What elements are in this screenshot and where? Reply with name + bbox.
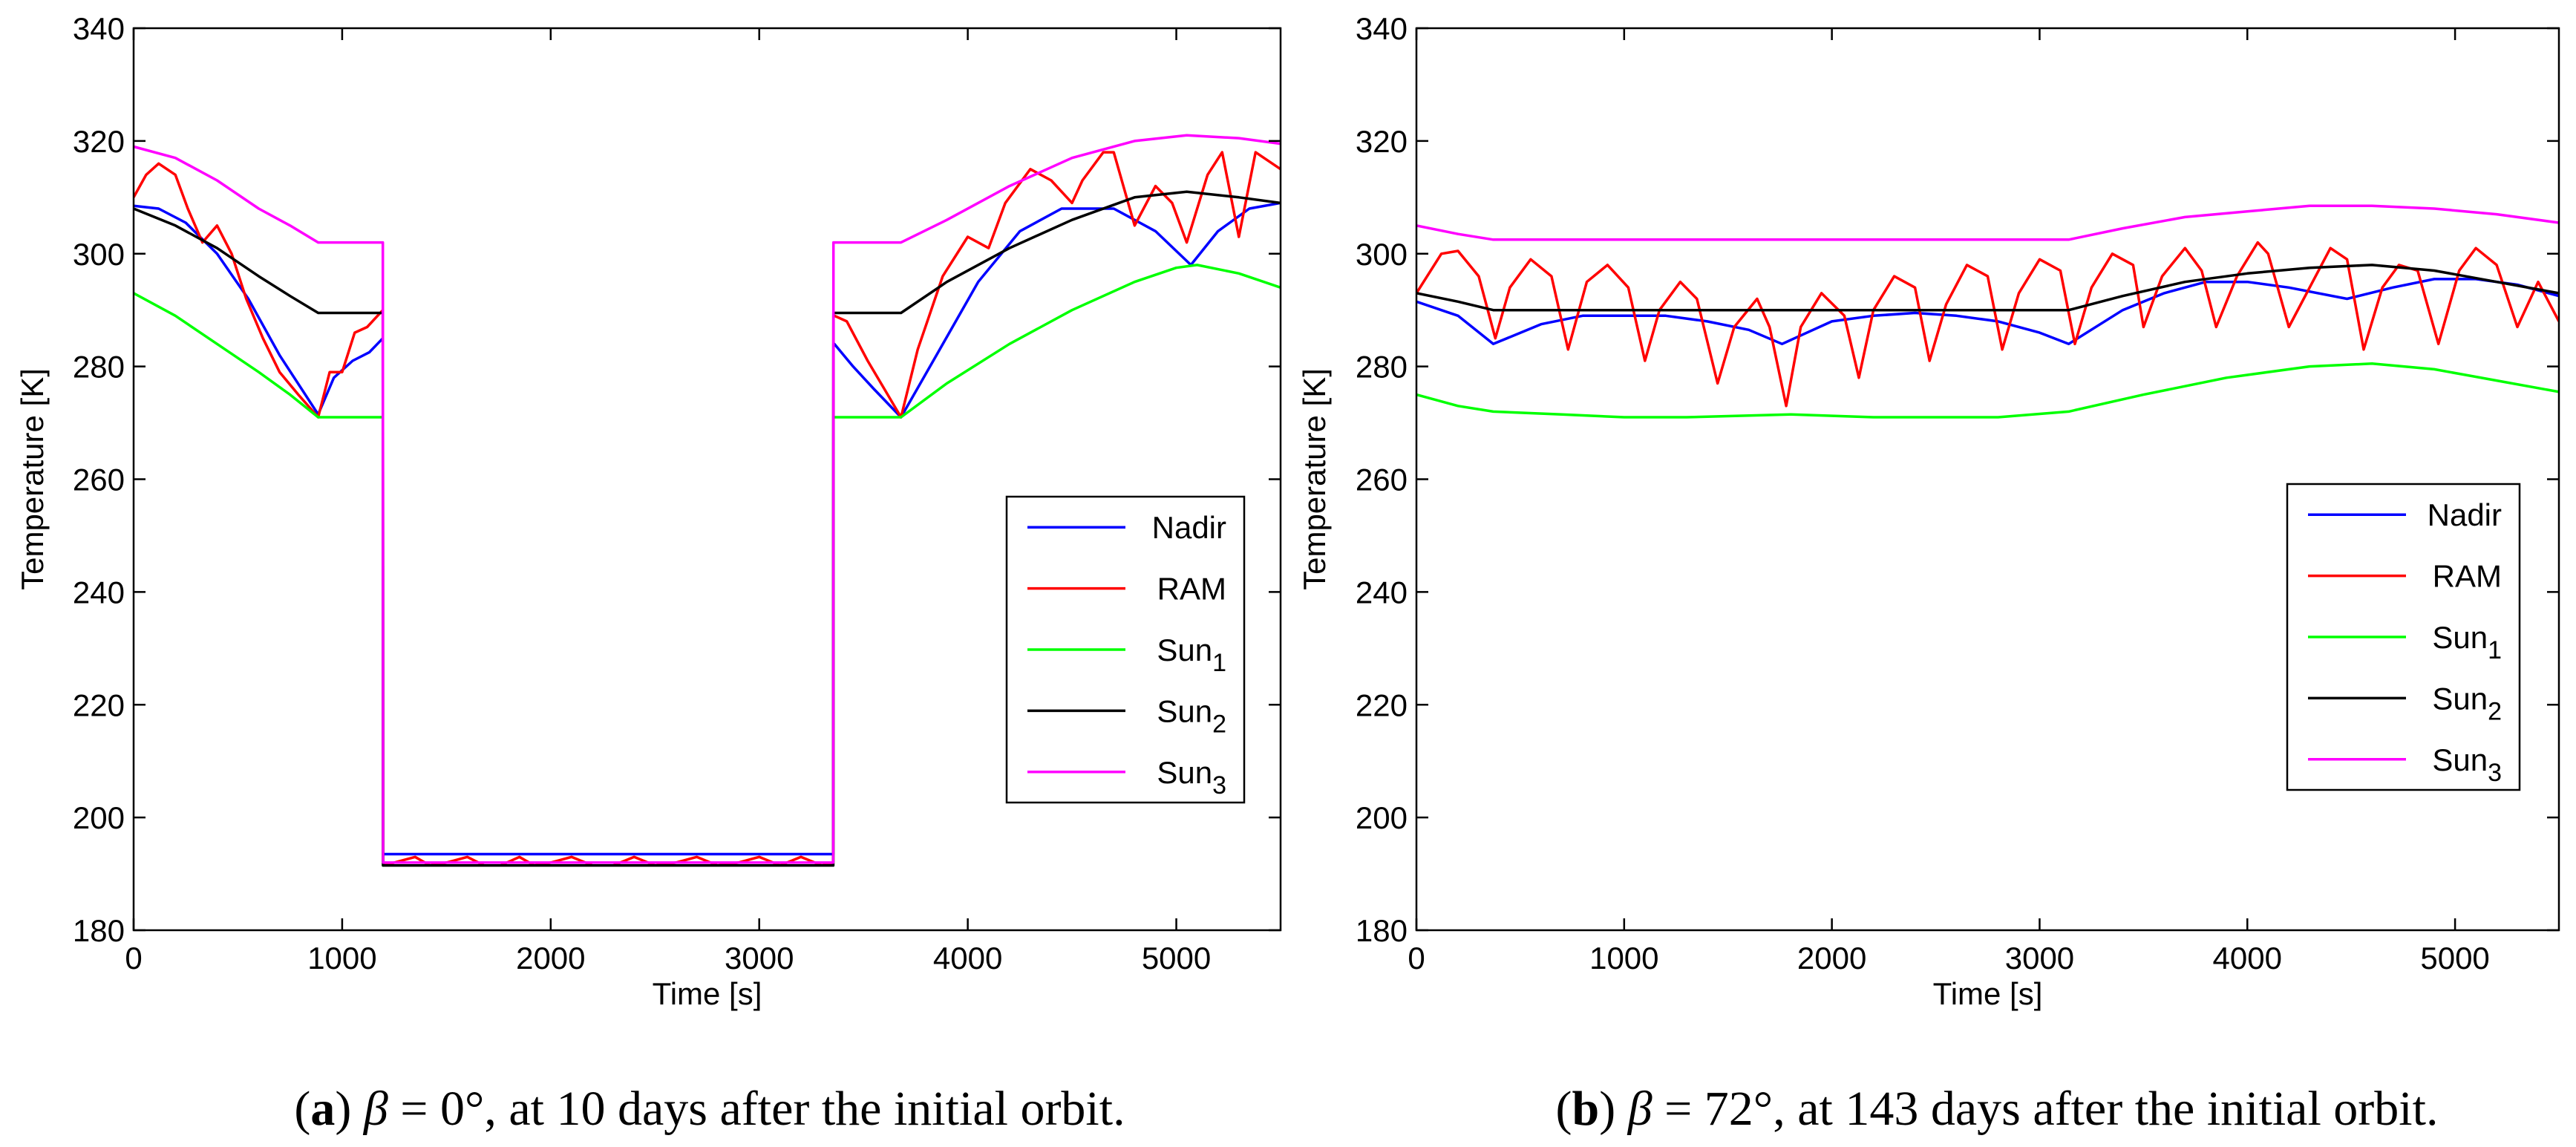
legend-entry-label: Sun3	[1157, 755, 1226, 800]
legend-name: Sun	[1157, 755, 1212, 790]
series-line-sun-3	[134, 134, 1281, 864]
x-tick-label: 4000	[933, 941, 1002, 976]
legend-name: Sun	[2432, 742, 2488, 777]
plot-frame	[1415, 27, 2560, 932]
y-tick-label: 340	[1356, 11, 1408, 46]
panel-b-chart: 0 1000 2000 3000 4000 5000 180 200 220 240 260 280 3…	[1297, 11, 2560, 1136]
legend-subscript: 3	[2488, 759, 2502, 787]
series-line-sun-2	[134, 190, 1281, 867]
legend-name: Sun	[2432, 681, 2488, 716]
caption-value: = 72°	[1653, 1082, 1774, 1136]
series-group	[1416, 204, 2559, 419]
x-tick-label: 1000	[307, 941, 376, 976]
y-tick-label: 180	[1356, 913, 1408, 948]
x-axis-label: Time [s]	[1933, 976, 2043, 1011]
legend-entry-label: Sun2	[2432, 681, 2502, 725]
y-tick-label: 200	[1356, 800, 1408, 835]
caption-paren-close: )	[335, 1082, 363, 1136]
y-tick-label: 300	[73, 237, 125, 272]
series-line-sun-3	[1416, 204, 2559, 241]
series-line-nadir	[1416, 278, 2559, 346]
legend-entry-label: Sun2	[1157, 693, 1226, 738]
legend-entry-label: RAM	[1157, 572, 1226, 607]
y-tick-label: 300	[1356, 237, 1408, 272]
legend-entry-label: Sun3	[2432, 742, 2502, 787]
caption-tag: a	[310, 1082, 335, 1136]
y-tick-label: 180	[73, 913, 125, 948]
x-tick-label: 5000	[1142, 941, 1211, 976]
x-tick-label: 5000	[2420, 941, 2489, 976]
x-tick-label: 3000	[725, 941, 794, 976]
legend-entry-label: Nadir	[1152, 510, 1226, 545]
caption-symbol: β	[1627, 1082, 1653, 1136]
legend-name: Sun	[1157, 693, 1212, 728]
series-line-sun-1	[1416, 362, 2559, 419]
y-tick-label: 320	[73, 124, 125, 159]
x-tick-label: 1000	[1589, 941, 1658, 976]
legend-name: Nadir	[1152, 510, 1226, 545]
y-axis-label: Temperature [K]	[15, 368, 50, 590]
caption-paren-open: (	[294, 1082, 310, 1136]
y-tick-label: 320	[1356, 124, 1408, 159]
legend-entry-label: Sun1	[1157, 633, 1226, 677]
y-axis-label: Temperature [K]	[1297, 368, 1332, 590]
legend-entry-label: RAM	[2433, 559, 2502, 594]
caption-symbol: β	[362, 1082, 388, 1136]
y-tick-label: 280	[1356, 350, 1408, 385]
legend-name: RAM	[1157, 572, 1226, 607]
caption-tag: b	[1572, 1082, 1600, 1136]
legend-name: Nadir	[2428, 497, 2502, 532]
panel-caption: (a) β = 0°, at 10 days after the initial…	[294, 1082, 1125, 1136]
y-tick-label: 340	[73, 11, 125, 46]
panel-caption: (b) β = 72°, at 143 days after the initi…	[1556, 1082, 2439, 1136]
legend-subscript: 2	[2488, 697, 2502, 725]
legend-name: Sun	[2432, 620, 2488, 655]
caption-paren-open: (	[1556, 1082, 1572, 1136]
y-tick-label: 280	[73, 350, 125, 385]
x-tick-label: 2000	[1797, 941, 1866, 976]
legend-name: RAM	[2433, 559, 2502, 594]
legend-name: Sun	[1157, 633, 1212, 667]
x-tick-label: 4000	[2213, 941, 2282, 976]
caption-value: = 0°	[388, 1082, 485, 1136]
panel-a-chart: 0 1000 2000 3000 4000 5000 180 200 220 240 260 280 3…	[15, 11, 1282, 1136]
caption-paren-close: )	[1599, 1082, 1627, 1136]
x-tick-label: 0	[1408, 941, 1425, 976]
x-tick-label: 2000	[516, 941, 585, 976]
x-tick-label: 3000	[2005, 941, 2074, 976]
series-line-ram	[1416, 241, 2559, 408]
series-line-sun-2	[1416, 264, 2559, 312]
y-tick-label: 200	[73, 800, 125, 835]
legend-subscript: 1	[1212, 649, 1226, 677]
y-tick-label: 260	[1356, 463, 1408, 497]
y-tick-label: 240	[1356, 575, 1408, 610]
y-tick-label: 260	[73, 463, 125, 497]
legend-subscript: 1	[2488, 636, 2502, 664]
series-group	[134, 134, 1281, 867]
legend-entry-label: Nadir	[2428, 497, 2502, 532]
caption-rest: , at 10 days after the initial orbit.	[484, 1082, 1125, 1136]
x-tick-label: 0	[125, 941, 142, 976]
caption-rest: , at 143 days after the initial orbit.	[1773, 1082, 2438, 1136]
legend-subscript: 2	[1212, 710, 1226, 738]
y-tick-label: 240	[73, 575, 125, 610]
y-tick-label: 220	[73, 687, 125, 722]
legend-entry-label: Sun1	[2432, 620, 2502, 664]
x-axis-label: Time [s]	[653, 976, 762, 1011]
y-tick-label: 220	[1356, 687, 1408, 722]
legend-subscript: 3	[1212, 771, 1226, 800]
